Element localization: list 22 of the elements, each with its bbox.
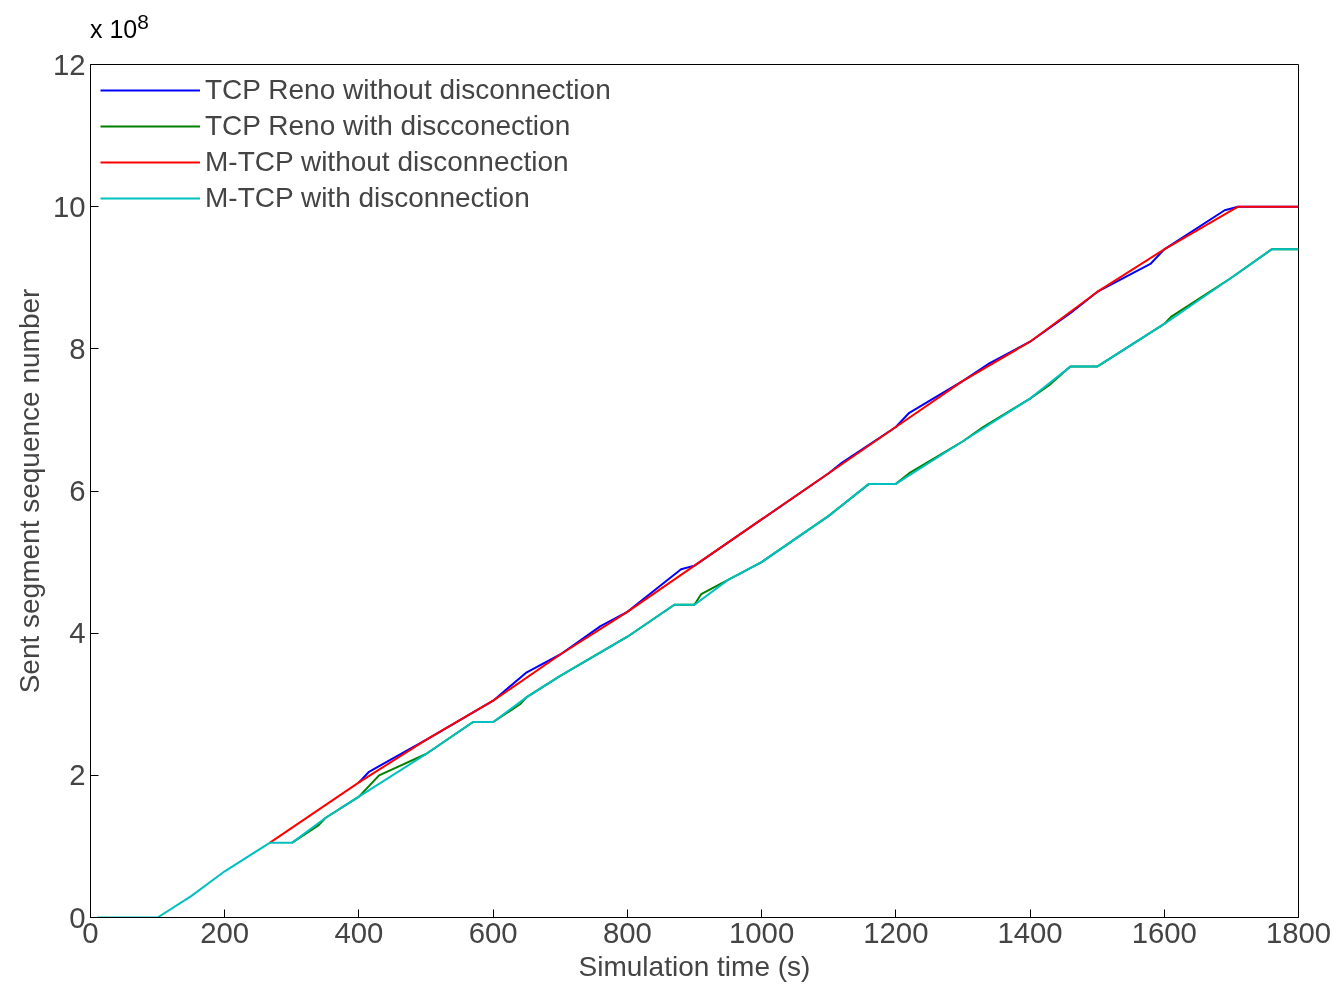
x-tick-label: 1600 bbox=[1131, 915, 1197, 949]
x-axis-title: Simulation time (s) bbox=[578, 950, 811, 982]
x-tick-label: 800 bbox=[602, 915, 652, 949]
text: x 10$^{8}$ bbox=[90, 9, 149, 46]
x-tick-label: 600 bbox=[468, 915, 518, 949]
x-tick-label: 1200 bbox=[863, 915, 929, 949]
y-tick-label: 10 bbox=[52, 189, 86, 223]
x-tick-label: 1800 bbox=[1265, 915, 1332, 949]
y-tick-label: 12 bbox=[52, 47, 86, 81]
legend-label: M-TCP without disconnection bbox=[205, 146, 569, 178]
y-tick-label: 2 bbox=[69, 758, 86, 792]
legend-label: TCP Reno with discconection bbox=[205, 110, 571, 142]
y-tick-label: 4 bbox=[69, 616, 86, 650]
x-tick-label: 1400 bbox=[997, 915, 1063, 949]
y-tick-label: 8 bbox=[69, 331, 86, 365]
legend-label: M-TCP with disconnection bbox=[205, 182, 530, 214]
x-tick-label: 200 bbox=[200, 915, 250, 949]
y-tick-label: 6 bbox=[69, 474, 86, 507]
x-tick-label: 1000 bbox=[728, 915, 795, 949]
x-tick-label: 400 bbox=[334, 915, 384, 949]
y-axis-title: Sent segment sequence number bbox=[13, 288, 45, 694]
legend-label: TCP Reno without disconnection bbox=[205, 74, 611, 106]
